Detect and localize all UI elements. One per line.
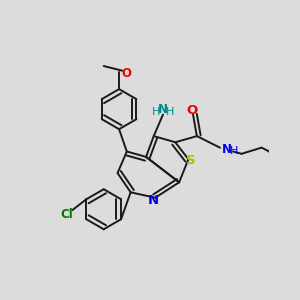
Text: S: S xyxy=(186,154,196,167)
Text: N: N xyxy=(158,103,168,116)
Text: H: H xyxy=(152,107,160,117)
Text: H: H xyxy=(166,107,174,117)
Text: N: N xyxy=(221,143,232,156)
Text: Cl: Cl xyxy=(60,208,73,221)
Text: O: O xyxy=(122,67,132,80)
Text: N: N xyxy=(148,194,159,206)
Text: O: O xyxy=(187,104,198,117)
Text: H: H xyxy=(230,146,238,157)
